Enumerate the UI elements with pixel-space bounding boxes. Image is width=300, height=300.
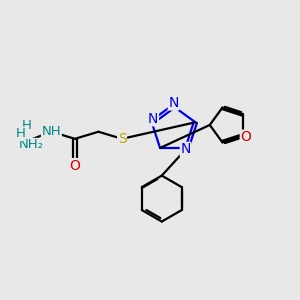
Text: N: N (148, 112, 158, 126)
Text: NH₂: NH₂ (18, 139, 43, 152)
Text: O: O (70, 159, 80, 172)
Text: N: N (168, 96, 179, 110)
Text: H: H (22, 119, 32, 132)
Text: O: O (240, 130, 251, 144)
Text: N: N (180, 142, 191, 156)
Text: S: S (118, 132, 126, 146)
Text: NH: NH (41, 125, 61, 138)
Text: H: H (16, 127, 26, 140)
